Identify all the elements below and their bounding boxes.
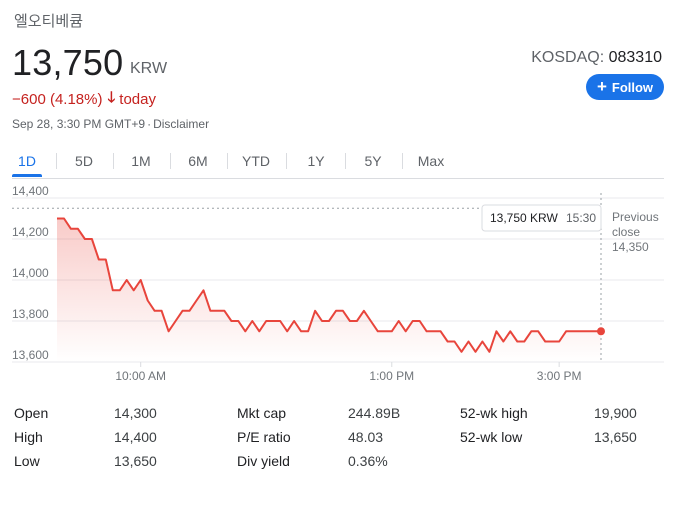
range-tabs: 1D 5D 1M 6M YTD 1Y 5Y Max (0, 149, 696, 177)
tab-separator (227, 153, 228, 169)
exchange-label: KOSDAQ: (531, 49, 605, 66)
stat-label: 52-wk high (460, 405, 528, 421)
x-tick-label: 1:00 PM (369, 369, 414, 383)
follow-label: Follow (611, 79, 654, 95)
disclaimer-link[interactable]: Disclaimer (153, 117, 210, 131)
change-value: −600 (4.18%) (12, 91, 103, 108)
x-tick-label: 10:00 AM (115, 369, 166, 383)
y-tick-label: 13,800 (12, 307, 49, 321)
stat-value: 244.89B (348, 405, 401, 421)
tabs-divider (12, 178, 664, 179)
tab-1y[interactable]: 1Y (307, 153, 325, 169)
previous-close-text: Previous (612, 210, 659, 224)
tab-separator (286, 153, 287, 169)
y-tick-label: 14,400 (12, 185, 49, 198)
stat-value: 14,300 (114, 405, 157, 421)
stat-value: 13,650 (594, 429, 637, 445)
plus-icon: + (596, 77, 607, 96)
stat-label: P/E ratio (237, 429, 291, 445)
stock-price: 13,750 (12, 42, 124, 83)
stat-label: Div yield (237, 453, 290, 469)
tab-separator (112, 153, 114, 169)
tab-5d[interactable]: 5D (75, 153, 93, 169)
stat-value: 13,650 (114, 453, 157, 469)
change-period: today (119, 91, 156, 108)
exchange-ticker: KOSDAQ: 083310 (531, 49, 662, 67)
price-area (57, 218, 601, 362)
stat-label: Low (14, 453, 40, 469)
tooltip-time: 15:30 (566, 211, 596, 225)
stat-label: Open (14, 405, 49, 421)
tooltip-box (481, 204, 602, 232)
price-tooltip: 13,750 KRW 15:30 (481, 204, 602, 232)
timestamp: Sep 28, 3:30 PM GMT+9 (12, 117, 146, 131)
price-chart[interactable]: 14,400 14,200 14,000 13,800 13,600 10:00 AM 1… (0, 185, 696, 390)
tab-separator (344, 153, 346, 169)
previous-close-text: close (612, 225, 640, 239)
currency-label: KRW (130, 60, 168, 77)
tab-5y[interactable]: 5Y (364, 153, 382, 169)
stat-label: 52-wk low (460, 429, 523, 445)
ticker-code: 083310 (608, 49, 662, 66)
stat-value: 19,900 (594, 405, 637, 421)
stat-value: 14,400 (114, 429, 157, 445)
meta-separator: · (147, 117, 152, 131)
tab-1d[interactable]: 1D (12, 149, 42, 177)
stat-label: Mkt cap (237, 405, 287, 421)
price-line (57, 217, 601, 353)
tooltip-price: 13,750 KRW (490, 211, 558, 225)
tab-separator (55, 153, 57, 169)
tab-separator (402, 153, 403, 169)
tab-ytd[interactable]: YTD (242, 153, 270, 169)
stat-value: 0.36% (348, 453, 388, 469)
last-price-dot (597, 327, 605, 336)
stat-label: High (14, 429, 43, 445)
tab-separator (169, 153, 171, 169)
follow-button[interactable]: + Follow (586, 74, 664, 100)
y-tick-label: 14,200 (12, 225, 49, 239)
tab-1m[interactable]: 1M (131, 153, 151, 169)
tab-6m[interactable]: 6M (188, 153, 208, 169)
previous-close-text: 14,350 (612, 240, 649, 254)
tab-max[interactable]: Max (417, 153, 445, 169)
stat-value: 48.03 (348, 429, 384, 445)
y-tick-label: 14,000 (12, 266, 49, 280)
stock-name: 엘오티베큠 (14, 13, 84, 30)
arrow-down-icon: 🡓 (107, 89, 116, 106)
x-tick-label: 3:00 PM (537, 369, 582, 383)
price-change: −600 (4.18%) 🡓 today (12, 87, 156, 112)
price-meta: Sep 28, 3:30 PM GMT+9 · Disclaimer (12, 117, 209, 131)
y-tick-label: 13,600 (12, 348, 49, 362)
